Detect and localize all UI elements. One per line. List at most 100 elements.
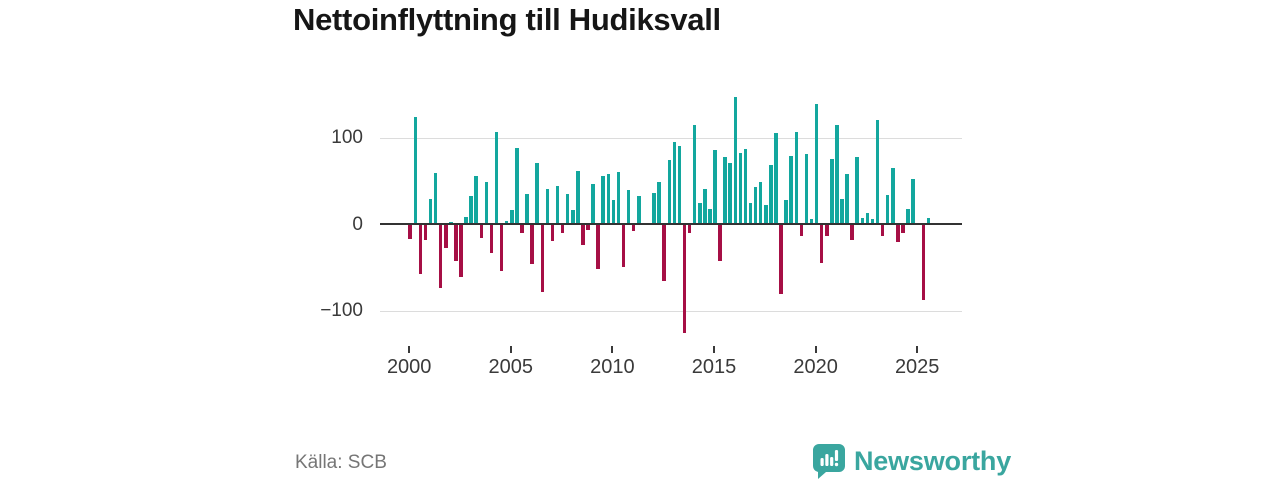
- bar-2018Q2: [779, 224, 783, 295]
- bar-2008Q1: [571, 210, 575, 224]
- bar-2002Q4: [464, 217, 468, 224]
- bar-2024Q3: [906, 209, 910, 224]
- bar-2007Q1: [550, 224, 555, 242]
- x-axis-tick-label-2015: 2015: [691, 356, 737, 378]
- bar-2014Q2: [698, 203, 702, 224]
- bar-2010Q2: [616, 172, 621, 224]
- bar-2016Q4: [748, 203, 753, 224]
- bar-2018Q1: [774, 133, 778, 224]
- bar-2013Q1: [672, 141, 677, 224]
- bar-2015Q4: [728, 162, 732, 224]
- bar-2012Q2: [657, 182, 661, 224]
- bar-2001Q2: [433, 172, 438, 224]
- gridline-100: [380, 137, 962, 139]
- bar-2023Q3: [885, 194, 890, 224]
- bar-2002Q2: [454, 224, 458, 262]
- bar-2024Q1: [896, 224, 900, 243]
- bar-2003Q2: [474, 175, 478, 224]
- bar-2007Q3: [560, 224, 565, 233]
- x-axis-tick-label-2000: 2000: [386, 356, 432, 378]
- bar-2006Q4: [545, 189, 550, 224]
- bar-2009Q3: [601, 176, 605, 224]
- bar-2016Q1: [733, 96, 738, 224]
- bar-2015Q1: [713, 150, 717, 224]
- x-axis-tick-mark-2020: [814, 346, 817, 353]
- x-axis-tick-mark-2015: [713, 346, 715, 353]
- bar-2004Q3: [499, 224, 504, 271]
- bar-2011Q2: [637, 196, 641, 224]
- bar-2007Q2: [555, 185, 560, 224]
- source-note: Källa: SCB: [295, 452, 387, 473]
- bar-2010Q4: [626, 190, 631, 224]
- bar-2013Q4: [687, 224, 692, 233]
- bar-2006Q1: [530, 224, 534, 264]
- bar-2003Q4: [484, 182, 489, 224]
- bar-2016Q3: [743, 148, 748, 224]
- bar-2014Q3: [703, 188, 707, 224]
- bar-2022Q4: [870, 218, 875, 224]
- bar-2000Q2: [413, 116, 418, 224]
- bar-2015Q3: [723, 157, 727, 224]
- speech-bubble-bar-chart-icon: [812, 443, 846, 479]
- bar-2004Q1: [489, 224, 494, 253]
- gridline--100: [380, 310, 962, 312]
- bar-2023Q1: [875, 120, 880, 224]
- bar-2017Q1: [753, 186, 758, 224]
- bar-2017Q3: [764, 204, 768, 224]
- bar-2019Q4: [809, 218, 814, 224]
- bar-2015Q2: [718, 224, 722, 262]
- bar-2024Q4: [911, 179, 915, 224]
- bar-2018Q4: [789, 155, 793, 224]
- bar-2019Q3: [804, 153, 809, 224]
- bar-2023Q4: [891, 167, 895, 224]
- bar-2003Q3: [479, 224, 484, 238]
- bar-2005Q1: [510, 210, 514, 224]
- bar-2020Q1: [814, 103, 819, 224]
- bar-2020Q2: [819, 224, 824, 263]
- x-axis-tick-mark-2005: [509, 346, 512, 353]
- bar-2006Q2: [535, 163, 539, 224]
- bar-2005Q3: [520, 224, 524, 233]
- bar-2019Q2: [799, 224, 804, 237]
- bar-2022Q3: [865, 212, 870, 224]
- y-axis-tick-label: 0: [352, 213, 363, 235]
- bar-2021Q3: [845, 173, 849, 224]
- newsworthy-logo: Newsworthy: [812, 443, 1011, 479]
- bar-2004Q2: [494, 132, 499, 224]
- x-axis-tick-mark-2025: [916, 346, 919, 353]
- bar-2012Q3: [662, 224, 666, 282]
- x-axis-tick-label-2020: 2020: [793, 356, 838, 378]
- bar-2016Q2: [738, 153, 743, 224]
- bar-2005Q2: [515, 147, 519, 224]
- bar-2005Q4: [525, 193, 529, 224]
- bar-2019Q1: [794, 132, 799, 224]
- bar-2000Q3: [418, 224, 423, 275]
- bar-2025Q3: [926, 217, 931, 224]
- bar-2023Q2: [880, 224, 885, 237]
- bar-2021Q4: [850, 224, 854, 240]
- bar-2004Q4: [504, 221, 509, 224]
- bar-2010Q3: [621, 224, 626, 268]
- bar-2014Q1: [692, 125, 697, 224]
- bar-2013Q3: [682, 224, 687, 333]
- x-axis-tick-label-2010: 2010: [590, 356, 635, 378]
- bar-2000Q1: [408, 224, 412, 239]
- bar-2000Q4: [423, 224, 428, 240]
- bar-2022Q1: [855, 157, 859, 224]
- bar-2017Q2: [758, 182, 763, 224]
- bar-2001Q3: [438, 224, 443, 288]
- bar-2003Q1: [469, 196, 473, 224]
- newsworthy-wordmark: Newsworthy: [854, 445, 1012, 476]
- y-axis-tick-label: −100: [320, 300, 363, 321]
- bar-2017Q4: [769, 165, 773, 224]
- bar-2020Q4: [830, 159, 834, 224]
- bar-2021Q2: [840, 198, 844, 224]
- bar-2024Q2: [901, 224, 905, 233]
- bar-2022Q2: [860, 217, 865, 224]
- bar-2013Q2: [677, 146, 682, 224]
- chart-title: Nettoinflyttning till Hudiksvall: [293, 2, 721, 37]
- bar-2009Q2: [596, 224, 600, 269]
- bar-2012Q4: [667, 159, 672, 224]
